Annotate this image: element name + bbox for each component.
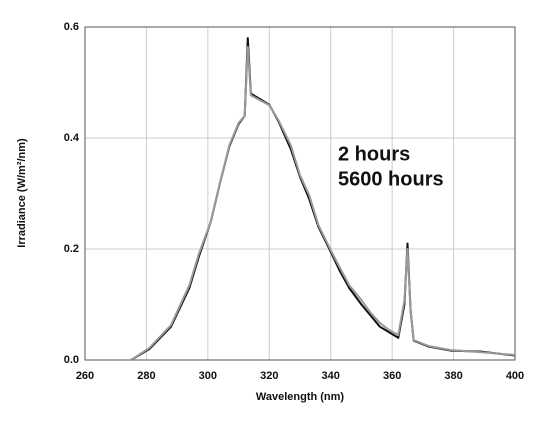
x-tick-label: 260 bbox=[76, 370, 94, 382]
y-axis-label: Irradiance (W/m²/nm) bbox=[16, 138, 28, 248]
x-tick-label: 320 bbox=[260, 370, 278, 382]
y-tick-label: 0.2 bbox=[64, 243, 79, 255]
plot-frame bbox=[84, 26, 516, 361]
x-tick-label: 300 bbox=[199, 370, 217, 382]
y-tick-label: 0.4 bbox=[64, 132, 80, 144]
legend-entry: 2 hours bbox=[338, 143, 410, 165]
x-tick-label: 380 bbox=[444, 370, 462, 382]
x-tick-label: 280 bbox=[137, 370, 155, 382]
y-tick-label: 0.6 bbox=[64, 21, 79, 33]
y-tick-label: 0.0 bbox=[64, 354, 79, 366]
series-line bbox=[130, 45, 516, 361]
x-tick-label: 360 bbox=[383, 370, 401, 382]
series-line bbox=[130, 37, 516, 361]
x-tick-label: 400 bbox=[506, 370, 524, 382]
x-axis-label: Wavelength (nm) bbox=[256, 391, 345, 403]
legend-entry: 5600 hours bbox=[338, 168, 444, 190]
x-tick-label: 340 bbox=[322, 370, 340, 382]
